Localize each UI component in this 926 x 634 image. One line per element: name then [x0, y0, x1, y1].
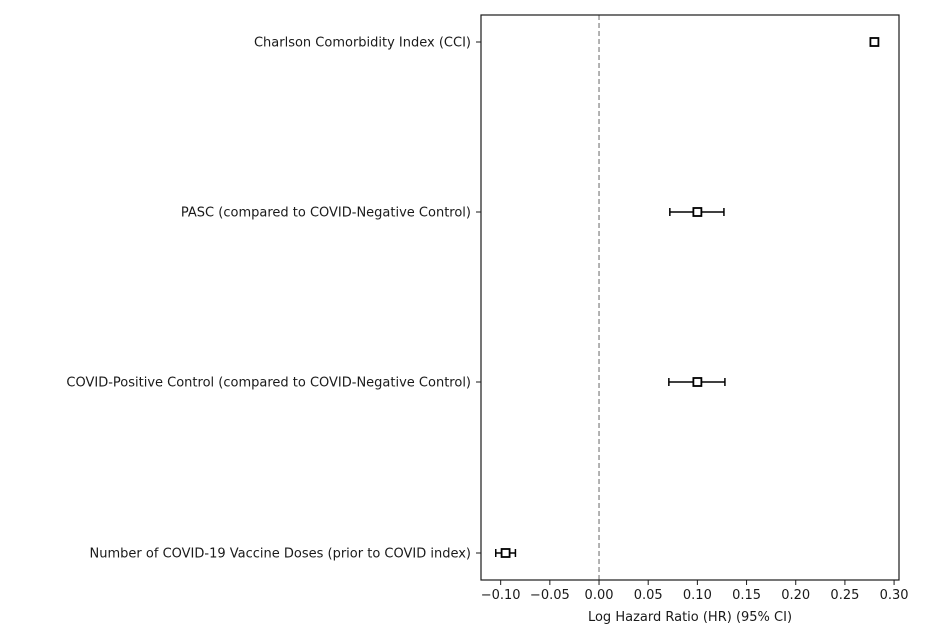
plot-frame	[480, 14, 900, 581]
x-tick-label: 0.05	[634, 588, 663, 603]
point-estimate-marker	[500, 548, 511, 558]
x-tick-label: 0.15	[732, 588, 761, 603]
x-tick-label: 0.20	[781, 588, 810, 603]
x-tick-label: 0.00	[585, 588, 614, 603]
y-tick-label: COVID-Positive Control (compared to COVI…	[66, 376, 471, 391]
y-tick-label: Charlson Comorbidity Index (CCI)	[254, 36, 471, 51]
x-tick-label: 0.10	[683, 588, 712, 603]
x-tick-label: −0.10	[481, 588, 521, 603]
point-estimate-marker	[692, 377, 703, 387]
x-tick-label: −0.05	[530, 588, 570, 603]
plot-area	[481, 15, 899, 580]
y-tick-label: PASC (compared to COVID-Negative Control…	[181, 206, 471, 221]
point-estimate-marker	[692, 207, 703, 217]
y-tick-label: Number of COVID-19 Vaccine Doses (prior …	[90, 547, 471, 562]
point-estimate-marker	[869, 37, 880, 47]
x-tick-label: 0.30	[880, 588, 909, 603]
x-axis-label: Log Hazard Ratio (HR) (95% CI)	[588, 610, 792, 625]
x-tick-label: 0.25	[830, 588, 859, 603]
